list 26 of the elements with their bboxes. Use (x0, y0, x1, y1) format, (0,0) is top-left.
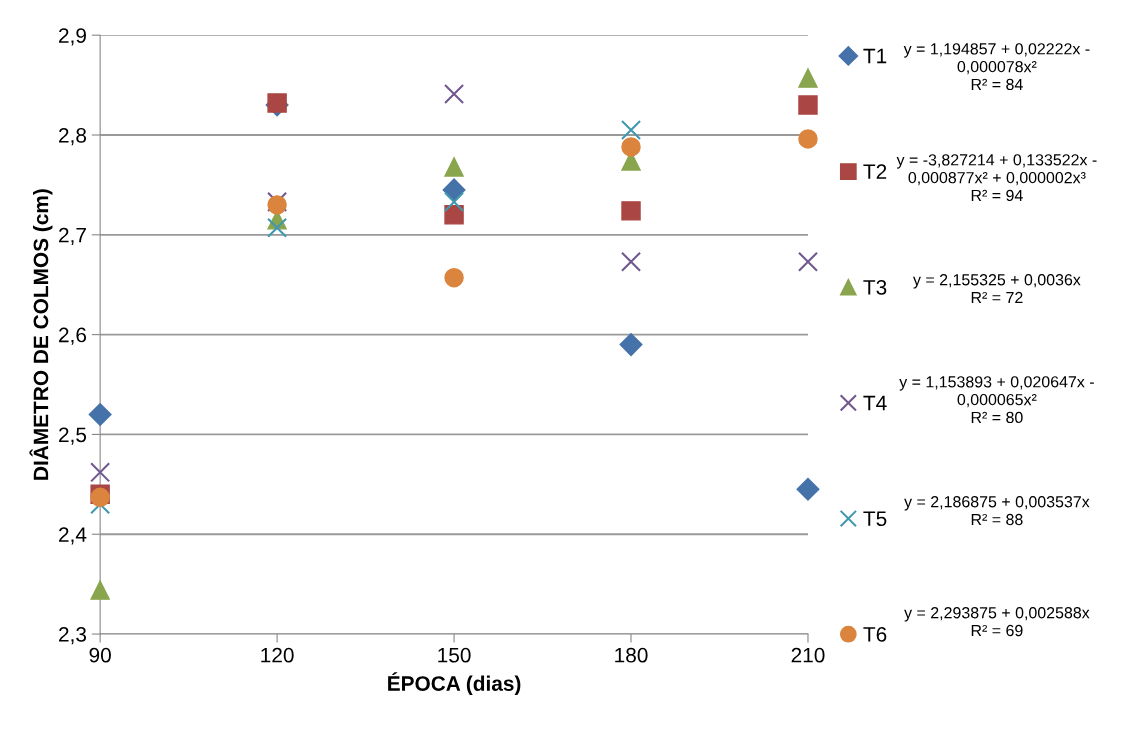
text: y = 2,155325 + 0,0036x R² = 72 (913, 274, 1081, 304)
x-axis-title: ÉPOCA (dias) (388, 672, 521, 695)
x-tick-label: 210 (791, 647, 825, 663)
text: y = 2,293875 + 0,002588x R² = 69 (904, 607, 1090, 637)
y-tick-label: 2,4 (59, 527, 87, 545)
y-tick-label: 2,8 (59, 128, 87, 146)
y-axis-title: DIÂMETRO DE COLMOS (cm) (29, 189, 53, 480)
legend-label: T6 (863, 626, 887, 642)
text: y = -3,827214 + 0,133522x - 0,000877x² + 0,000002x³ R² = 94 (896, 154, 1097, 202)
x-tick-label: 120 (261, 647, 294, 663)
legend-label: T4 (863, 395, 887, 411)
x-tick-label: 90 (89, 647, 111, 663)
legend-label: T5 (863, 511, 887, 527)
y-tick-label: 2,5 (59, 427, 87, 445)
x-tick-label: 180 (615, 647, 648, 663)
legend-label: T3 (863, 279, 887, 295)
y-tick-label: 2,3 (59, 627, 87, 645)
text: y = 2,186875 + 0,003537x R² = 88 (904, 496, 1090, 526)
text: y = 1,194857 + 0,02222x - 0,000078x² R² = 84 (903, 43, 1090, 91)
legend-label: T2 (863, 164, 887, 179)
y-tick-label: 2,6 (59, 327, 87, 345)
text: y = 1,153893 + 0,020647x - 0,000065x² R² = 80 (899, 376, 1094, 424)
legend-label: T1 (863, 48, 887, 64)
y-tick-label: 2,7 (59, 227, 86, 246)
x-tick-label: 150 (438, 647, 471, 663)
y-tick-label: 2,9 (59, 28, 86, 46)
